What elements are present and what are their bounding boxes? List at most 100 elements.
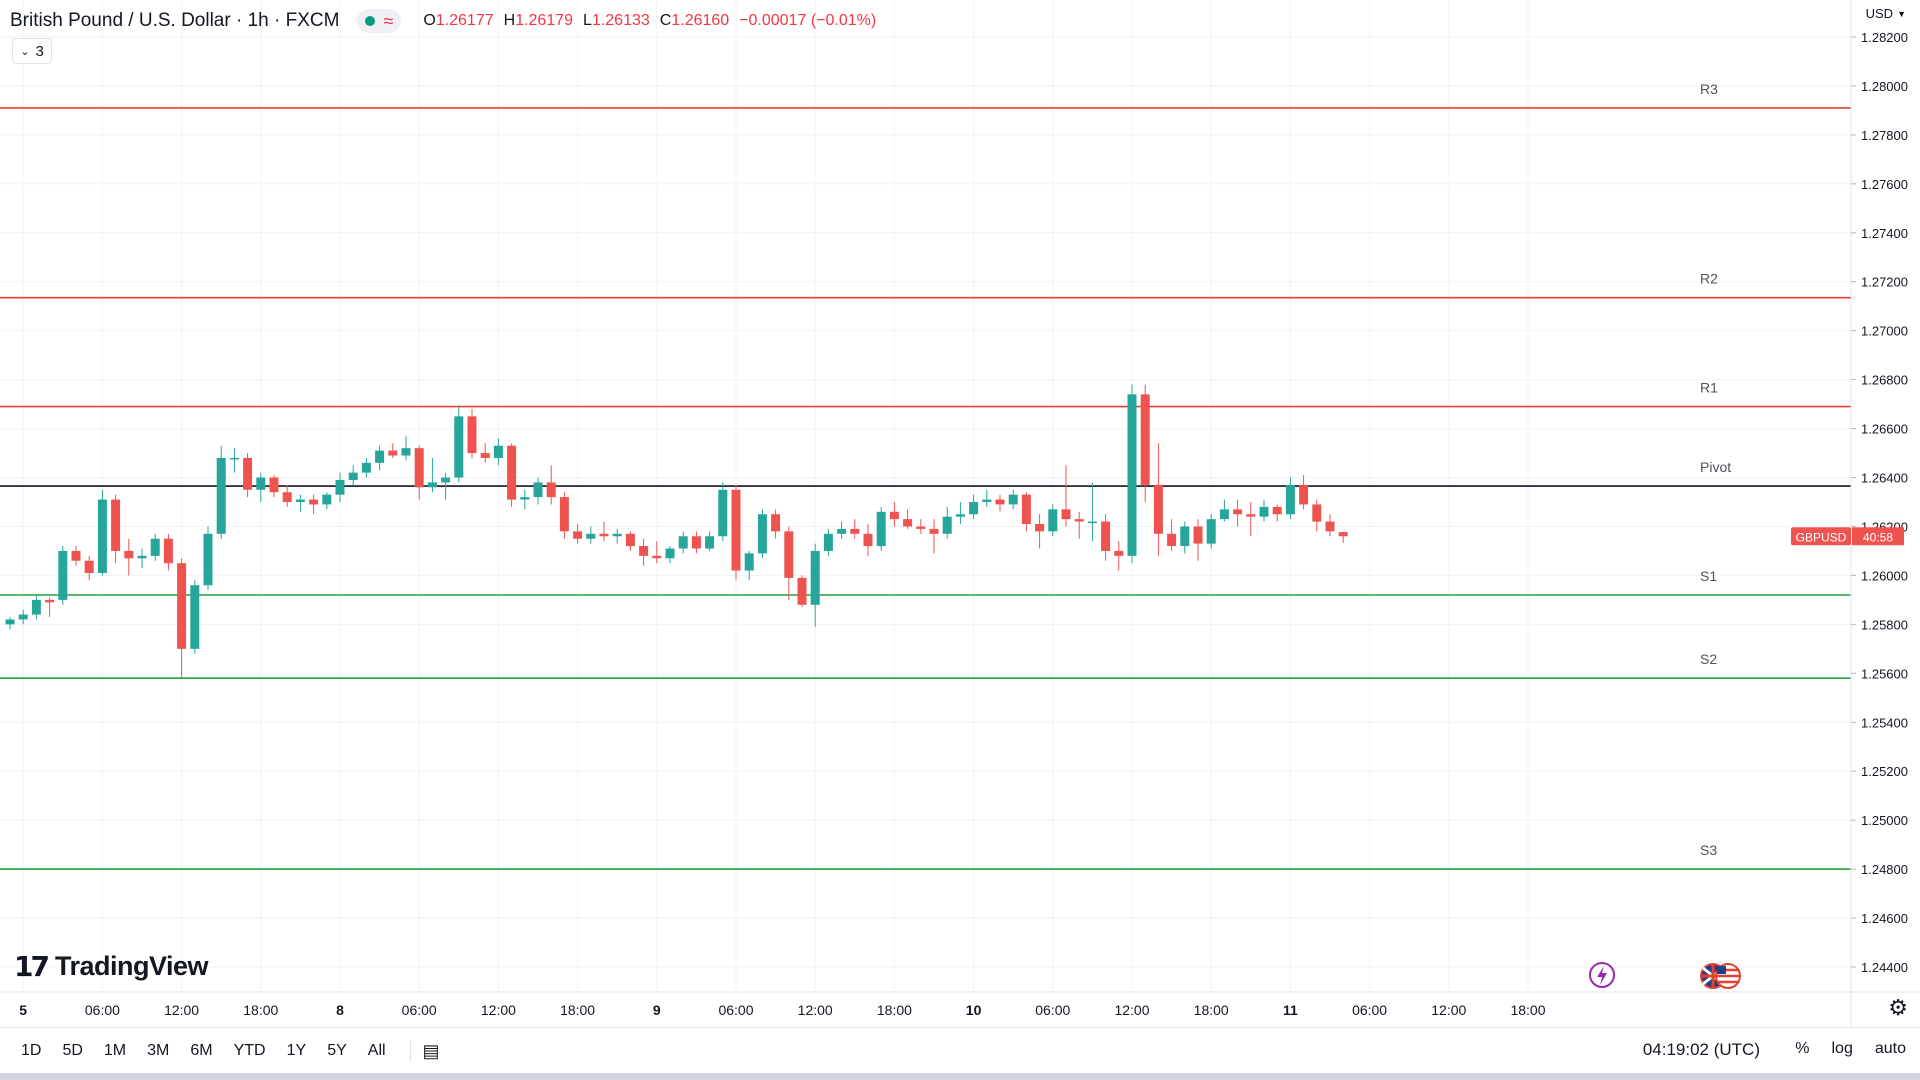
candle	[243, 453, 253, 498]
candle	[1127, 384, 1137, 564]
candle-body	[1180, 526, 1190, 547]
candle-body	[731, 489, 741, 571]
candle	[216, 445, 226, 539]
range-button-5d[interactable]: 5D	[62, 1042, 83, 1059]
y-tick-label: 1.27400	[1861, 226, 1908, 241]
candle	[731, 484, 741, 581]
candle-body	[876, 511, 886, 547]
countdown-tag-bg	[1852, 527, 1904, 546]
level-label-r1: R1	[1700, 380, 1718, 396]
candle-body	[150, 538, 160, 556]
symbol-title[interactable]: British Pound / U.S. Dollar · 1h · FXCM	[10, 10, 340, 31]
candle-body	[691, 536, 701, 549]
candle-body	[1233, 509, 1243, 515]
candle-body	[309, 499, 319, 505]
candle-body	[190, 585, 200, 649]
range-button-1m[interactable]: 1M	[103, 1042, 127, 1059]
candle-body	[1127, 394, 1137, 556]
y-tick-label: 1.26400	[1861, 471, 1908, 486]
candle	[1193, 519, 1203, 561]
candle	[889, 502, 899, 527]
y-tick-label: 1.27000	[1861, 324, 1908, 339]
y-tick-label: 1.25400	[1861, 715, 1908, 730]
range-button-3m[interactable]: 3M	[147, 1042, 170, 1059]
candle	[256, 472, 266, 502]
candle-body	[1021, 494, 1031, 525]
x-tick-label: 9	[653, 1002, 661, 1018]
candle-body	[889, 511, 899, 520]
candle-body	[823, 533, 833, 551]
y-tick-label: 1.25200	[1861, 764, 1908, 779]
gear-icon[interactable]: ⚙	[1888, 995, 1908, 1020]
percent-scale-button[interactable]: %	[1795, 1040, 1810, 1057]
candle	[493, 438, 503, 466]
candle-body	[903, 519, 913, 527]
candle	[1021, 492, 1031, 532]
candle-body	[863, 533, 873, 547]
candle	[823, 528, 833, 556]
candle	[995, 494, 1005, 512]
candle-body	[1325, 521, 1335, 532]
candle-body	[982, 499, 992, 502]
candle-body	[599, 533, 609, 537]
utc-clock[interactable]: 04:19:02 (UTC)	[1642, 1040, 1760, 1059]
candle	[757, 509, 767, 559]
candle	[573, 524, 583, 544]
candle	[414, 445, 424, 500]
candle	[1153, 443, 1163, 556]
log-scale-button[interactable]: log	[1831, 1040, 1853, 1057]
candle-body	[665, 548, 675, 559]
x-tick-label: 10	[966, 1002, 982, 1018]
candle	[71, 546, 81, 566]
time-axis[interactable]: 5 06:00 12:00 18:00 8 06:00 12:00 18:00 9 06:00 12…	[0, 991, 1920, 1018]
candle-body	[1074, 519, 1084, 522]
candle	[744, 550, 754, 581]
candle	[1272, 504, 1282, 522]
candle-body	[414, 448, 424, 488]
us-flag-event-icon[interactable]	[1715, 963, 1741, 989]
candle-body	[493, 445, 503, 458]
y-tick-label: 1.25600	[1861, 666, 1908, 681]
candle	[850, 519, 860, 539]
candle	[45, 597, 55, 618]
range-button-6m[interactable]: 6M	[190, 1042, 213, 1059]
x-tick-label: 06:00	[1035, 1002, 1070, 1018]
candle	[84, 555, 94, 581]
x-tick-label: 12:00	[1431, 1002, 1466, 1018]
level-label-s2: S2	[1700, 651, 1717, 667]
range-button-1d[interactable]: 1D	[21, 1042, 42, 1059]
candle	[546, 465, 556, 505]
candle	[1219, 499, 1229, 522]
x-tick-label: 18:00	[243, 1002, 278, 1018]
candle	[507, 443, 517, 507]
candle	[58, 546, 68, 605]
collapse-indicators-button[interactable]: ⌄ 3	[12, 38, 52, 64]
pivot-levels: R3 R2 R1 Pivot S1 S2 S3	[0, 81, 1851, 870]
candle-body	[929, 528, 939, 534]
range-button-1y[interactable]: 1Y	[286, 1042, 307, 1059]
last-price-tag[interactable]: GBPUSD 40:58	[1791, 527, 1904, 546]
range-button-5y[interactable]: 5Y	[327, 1042, 347, 1059]
candle-body	[1140, 394, 1150, 485]
candle-body	[586, 533, 596, 539]
candle	[1114, 541, 1124, 571]
price-axis[interactable]: 1.28200 1.28000 1.27800 1.27600 1.27400 1.272…	[1850, 0, 1908, 1027]
market-status[interactable]: ≈	[357, 9, 402, 33]
candle-body	[427, 482, 437, 488]
range-button-all[interactable]: All	[367, 1042, 386, 1059]
candle	[111, 494, 121, 564]
lightning-event-icon[interactable]	[1589, 962, 1615, 988]
x-tick-label: 8	[336, 1002, 344, 1018]
candle	[190, 580, 200, 654]
level-label-s3: S3	[1700, 842, 1717, 858]
auto-scale-button[interactable]: auto	[1874, 1040, 1906, 1057]
y-tick-label: 1.28000	[1861, 79, 1908, 94]
tradingview-logo[interactable]: 17 TradingView	[14, 950, 209, 983]
currency-selector[interactable]: USD ▼	[1866, 6, 1906, 21]
candle-body	[97, 499, 107, 573]
range-button-ytd[interactable]: YTD	[233, 1042, 266, 1059]
candle-body	[612, 533, 622, 537]
date-range-icon[interactable]: ▤	[422, 1040, 440, 1061]
candle-body	[203, 533, 213, 586]
